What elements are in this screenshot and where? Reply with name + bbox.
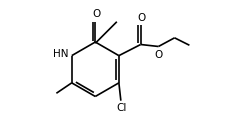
Text: HN: HN bbox=[53, 49, 69, 59]
Text: Cl: Cl bbox=[116, 103, 126, 113]
Text: O: O bbox=[138, 13, 146, 23]
Text: O: O bbox=[92, 9, 100, 19]
Text: O: O bbox=[155, 50, 163, 60]
